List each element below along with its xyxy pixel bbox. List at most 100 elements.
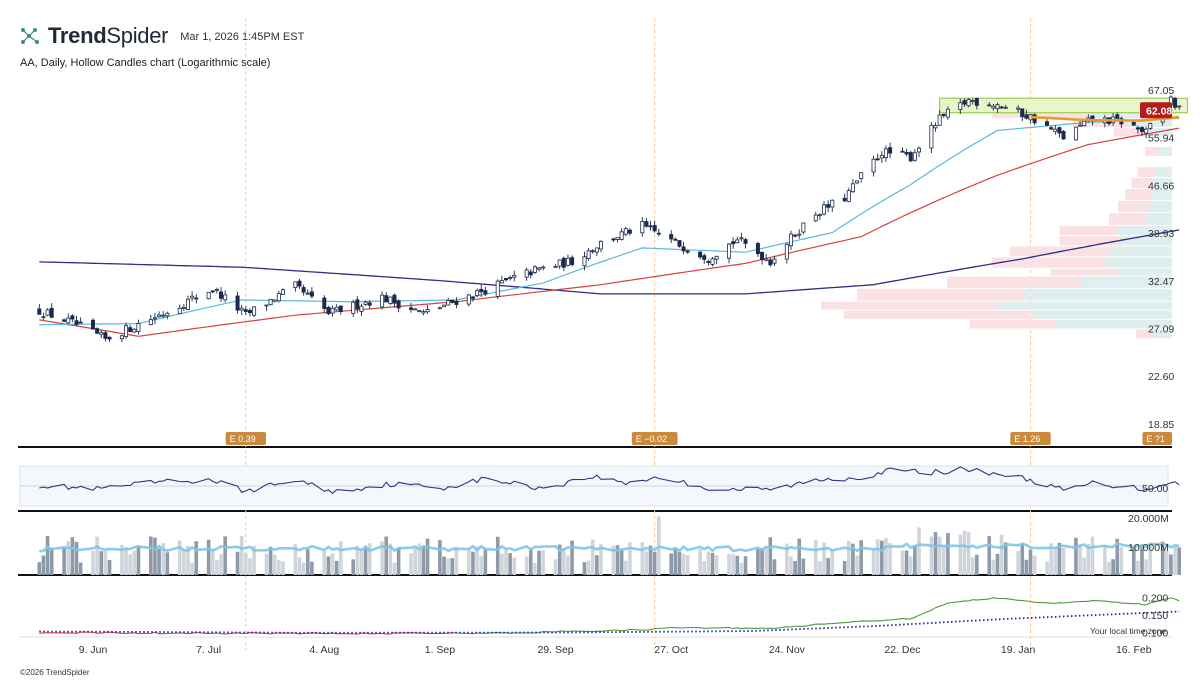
volume-profile-down-bar [969, 319, 1055, 329]
candle-down [235, 295, 240, 311]
candle-up [1053, 128, 1058, 133]
volume-bar [933, 532, 938, 575]
candle-down [305, 292, 310, 295]
resistance-zone [939, 97, 1188, 114]
volume-bar [334, 560, 339, 575]
volume-bar [182, 550, 186, 575]
candle-up [157, 314, 162, 318]
candle-up [190, 295, 195, 299]
candle-up [334, 306, 339, 311]
candle-up [124, 325, 129, 338]
date-axis-label: 9. Jun [79, 644, 108, 656]
candle-up [615, 237, 620, 240]
candle-down [1173, 98, 1178, 108]
candle-up [871, 158, 876, 173]
volume-bar [623, 560, 628, 575]
candle-up [359, 305, 364, 312]
date-axis-label: 22. Dec [884, 644, 920, 656]
volume-bar [1131, 545, 1136, 575]
volume-bar [264, 553, 269, 575]
candle-down [904, 151, 909, 155]
candle-down [570, 257, 575, 266]
volume-bar [855, 555, 859, 575]
candle-up [801, 222, 806, 233]
volume-bar [339, 541, 343, 575]
volume-bar [929, 536, 934, 575]
volume-bar [215, 560, 219, 575]
volume-bar [277, 560, 281, 575]
volume-bar [743, 556, 748, 575]
volume-bar [710, 552, 715, 575]
candle-up [879, 155, 884, 159]
volume-bar [1045, 561, 1049, 575]
candle-down [1020, 108, 1025, 118]
volume-bar [91, 550, 95, 575]
volume-profile-down-bar [1050, 268, 1118, 276]
volume-bar [219, 553, 223, 575]
volume-bar [355, 545, 360, 575]
candle-up [764, 258, 769, 261]
volume-bar [557, 544, 562, 575]
volume-profile-up-bar [1155, 167, 1172, 177]
volume-bar [595, 555, 599, 575]
candle-up [727, 243, 732, 259]
volume-bar [190, 562, 194, 575]
volume-profile-down-bar [843, 310, 1033, 319]
candle-up [788, 233, 793, 247]
volume-profile-down-bar [857, 288, 1024, 301]
volume-bar [966, 532, 971, 575]
candle-up [541, 266, 546, 269]
date-axis-label: 7. Jul [196, 644, 221, 656]
candle-up [181, 306, 186, 310]
volume-bar [483, 549, 488, 575]
candle-down [384, 295, 389, 303]
lower-axis-label: 0.200 [1142, 592, 1168, 604]
candle-up [553, 266, 558, 268]
candle-down [698, 251, 703, 258]
candle-up [214, 288, 219, 291]
volume-bar [454, 546, 459, 575]
candle-down [309, 291, 314, 297]
volume-profile-up-bar [1055, 319, 1172, 329]
volume-bar [681, 553, 686, 575]
volume-profile-down-bar [1118, 200, 1150, 213]
volume-bar [99, 551, 104, 575]
volume-bar [504, 550, 508, 575]
candle-down [768, 259, 773, 266]
volume-bar [818, 561, 822, 575]
candle-up [855, 180, 860, 184]
volume-bar [702, 560, 707, 575]
volume-bar [619, 550, 624, 575]
candle-down [1061, 131, 1066, 140]
volume-bar [500, 553, 504, 575]
volume-bar [859, 540, 863, 575]
candle-down [409, 307, 414, 310]
volume-bar [62, 547, 66, 575]
candle-up [830, 199, 835, 208]
volume-profile-up-bar [1122, 236, 1172, 246]
candle-up [264, 304, 269, 307]
header: TrendSpider Mar 1, 2026 1:45PM EST [18, 18, 304, 54]
volume-bar [570, 540, 574, 575]
candle-down [483, 290, 488, 295]
candle-down [247, 310, 252, 314]
date-axis-label: 1. Sep [425, 644, 456, 656]
candle-down [842, 197, 847, 202]
volume-bar [677, 551, 682, 575]
volume-bar [1074, 537, 1078, 575]
candle-up [165, 312, 170, 317]
volume-bar [206, 539, 211, 575]
candle-up [537, 267, 542, 270]
volume-bar [999, 534, 1004, 575]
candle-up [223, 294, 228, 301]
volume-bar [363, 546, 368, 575]
candle-up [883, 148, 888, 159]
copyright: ©2026 TrendSpider [20, 668, 90, 677]
candle-up [532, 266, 537, 273]
candle-up [330, 307, 335, 314]
candle-up [421, 311, 426, 314]
volume-profile-down-bar [947, 276, 1082, 288]
candle-up [598, 240, 603, 250]
volume-bar [132, 550, 137, 575]
